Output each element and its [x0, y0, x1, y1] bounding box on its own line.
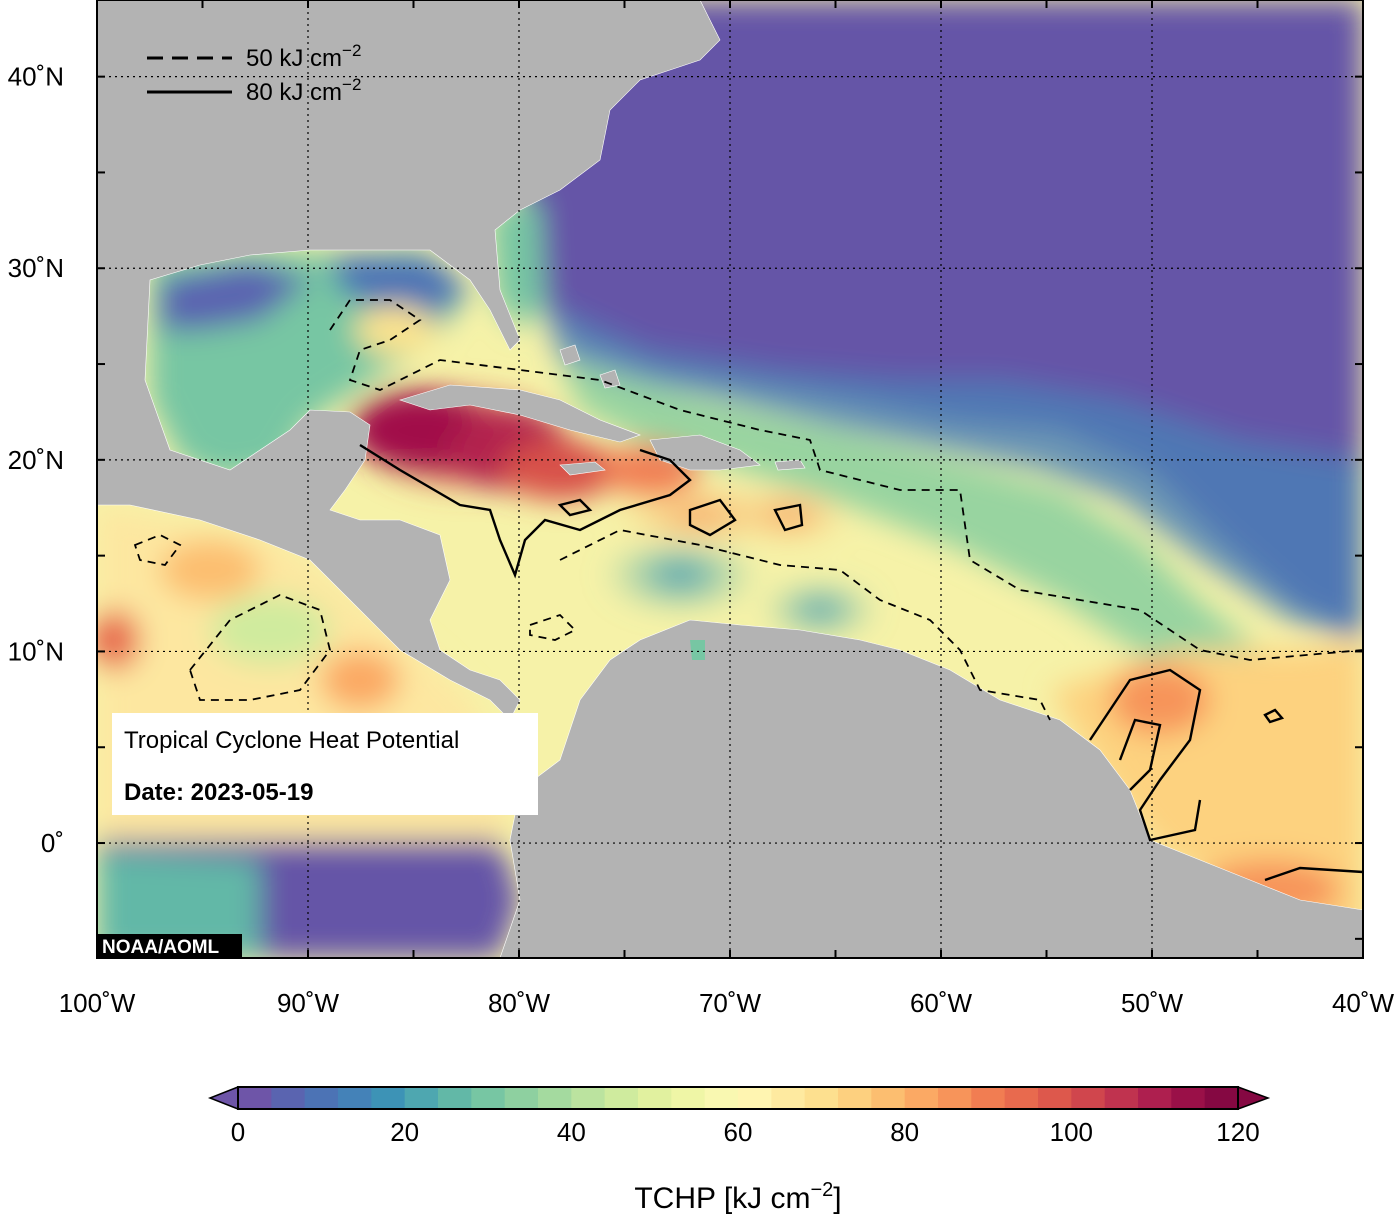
colorbar-cell [404, 1087, 439, 1109]
colorbar-tick-label: 80 [890, 1117, 919, 1147]
colorbar-cell [1004, 1087, 1039, 1109]
lat-tick-label: 20˚N [8, 445, 64, 475]
colorbar-cell [504, 1087, 539, 1109]
colorbar-cell [338, 1087, 372, 1109]
colorbar-cell [271, 1087, 306, 1109]
colorbar-cell [1038, 1087, 1072, 1109]
colorbar-tick-label: 20 [390, 1117, 419, 1147]
contour-50-dashed [133, 299, 1363, 721]
lon-tick-label: 50˚W [1121, 988, 1184, 1018]
colorbar-title: TCHP [kJ cm−2] [634, 1179, 841, 1215]
colorbar-cell [871, 1087, 906, 1109]
colorbar-cell [838, 1087, 872, 1109]
colorbar-tick-labels: 0 20 40 60 80 100 120 [231, 1117, 1260, 1147]
colorbar-cell [904, 1087, 939, 1109]
cuba-land [399, 384, 641, 443]
bahamas-land [559, 344, 621, 389]
colorbar-tick-label: 100 [1050, 1117, 1093, 1147]
lon-tick-label: 90˚W [277, 988, 340, 1018]
colorbar-cell [304, 1087, 339, 1109]
legend-solid-label: 80 kJ cm−2 [246, 75, 361, 106]
contour-80-solid [359, 443, 1363, 882]
credit-badge: NOAA/AOML [98, 934, 242, 958]
colorbar-cell [438, 1087, 472, 1109]
colorbar-min-arrow [207, 1085, 239, 1111]
colorbar-tick-label: 60 [724, 1117, 753, 1147]
legend-dashed-label: 50 kJ cm−2 [246, 41, 361, 72]
colorbar-tick-label: 120 [1216, 1117, 1259, 1147]
colorbar-max-arrow [1237, 1085, 1271, 1111]
info-box: Tropical Cyclone Heat Potential Date: 20… [112, 713, 538, 815]
colorbar-cell [538, 1087, 572, 1109]
colorbar-cell [971, 1087, 1006, 1109]
colorbar-cell [704, 1087, 739, 1109]
colorbar-cell [1138, 1087, 1172, 1109]
colorbar-cell [671, 1087, 706, 1109]
colorbar-tick-label: 0 [231, 1117, 245, 1147]
lat-tick-label: 30˚N [8, 253, 64, 283]
colorbar-cell [1171, 1087, 1206, 1109]
latitude-labels: 40˚N 30˚N 20˚N 10˚N 0˚ [8, 62, 64, 858]
colorbar-tick-label: 40 [557, 1117, 586, 1147]
colorbar-cell [371, 1087, 406, 1109]
colorbar-cell [604, 1087, 639, 1109]
colorbar-cell [1204, 1087, 1239, 1109]
south-america-land [499, 619, 1363, 958]
lon-tick-label: 100˚W [59, 988, 136, 1018]
longitude-labels: 100˚W 90˚W 80˚W 70˚W 60˚W 50˚W 40˚W [59, 988, 1395, 1018]
lon-tick-label: 80˚W [488, 988, 551, 1018]
hispaniola-land [649, 434, 761, 471]
land-masses [97, 0, 1363, 958]
info-title: Tropical Cyclone Heat Potential [124, 727, 459, 754]
lon-tick-label: 40˚W [1332, 988, 1395, 1018]
colorbar-cell [738, 1087, 772, 1109]
colorbar-cells [238, 1087, 1239, 1109]
colorbar: 0 20 40 60 80 100 120 TCHP [kJ cm−2] [207, 1085, 1271, 1215]
colorbar-cell [1104, 1087, 1139, 1109]
colorbar-cell [471, 1087, 506, 1109]
credit-text: NOAA/AOML [102, 937, 220, 958]
puerto-rico-land [774, 459, 806, 471]
info-date: Date: 2023-05-19 [124, 779, 313, 806]
north-america-land [97, 0, 721, 721]
lat-tick-label: 0˚ [41, 828, 64, 858]
colorbar-frame [237, 1086, 1239, 1110]
colorbar-cell [771, 1087, 806, 1109]
colorbar-cell [1071, 1087, 1106, 1109]
jamaica-land [559, 461, 606, 476]
colorbar-cell [938, 1087, 972, 1109]
colorbar-cell [638, 1087, 672, 1109]
colorbar-cell [238, 1087, 272, 1109]
colorbar-cell [571, 1087, 606, 1109]
lon-tick-label: 70˚W [699, 988, 762, 1018]
lat-tick-label: 40˚N [8, 62, 64, 92]
contour-legend: 50 kJ cm−2 80 kJ cm−2 [147, 41, 361, 106]
colorbar-cell [804, 1087, 839, 1109]
lon-tick-label: 60˚W [910, 988, 973, 1018]
lat-tick-label: 10˚N [8, 636, 64, 666]
